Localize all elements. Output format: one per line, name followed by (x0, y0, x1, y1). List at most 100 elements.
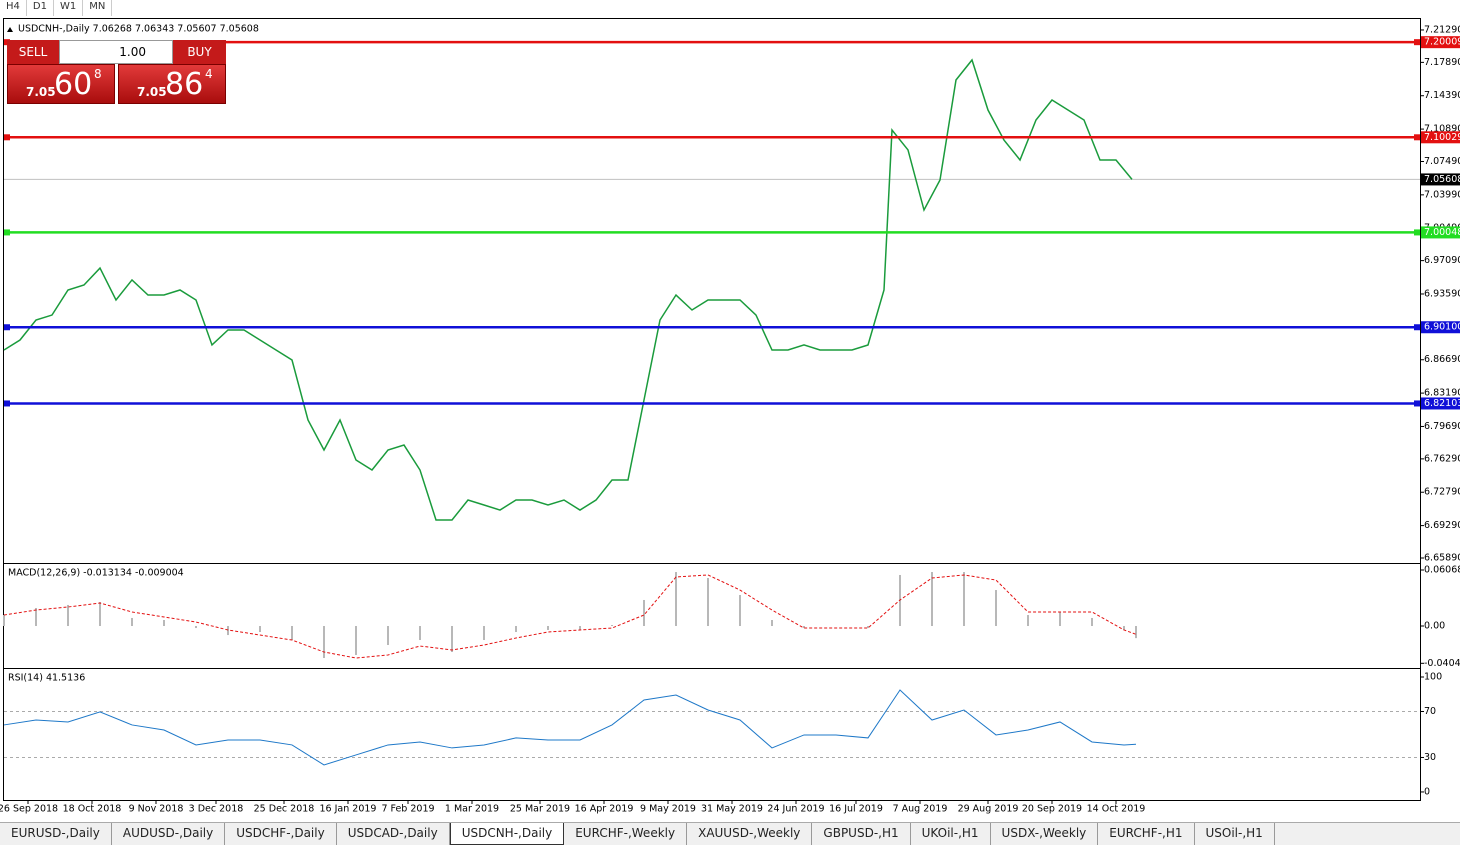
y-tick-label: 6.65890 (1424, 552, 1460, 563)
rsi-line (3, 689, 1137, 766)
buy-button[interactable]: BUY (173, 40, 226, 64)
level-price-box (1421, 321, 1460, 334)
timeframes: H4 D1 W1 MN (0, 0, 113, 16)
symbol-tab[interactable]: EURUSD-,Daily (0, 823, 112, 845)
y-tick-label: 6.97090 (1424, 255, 1460, 266)
x-tick-label: 3 Dec 2018 (189, 804, 244, 815)
timeframe-button[interactable]: MN (83, 0, 113, 16)
y-tick-label: 6.79690 (1424, 421, 1460, 432)
x-tick-label: 25 Mar 2019 (510, 804, 570, 815)
level-handle (1414, 39, 1420, 46)
ask-big: 7.05 (137, 85, 167, 99)
y-tick-label: -0.040434 (1424, 658, 1460, 669)
y-tick-label: 7.14390 (1424, 90, 1460, 101)
y-tick-label: 0.060687 (1424, 565, 1460, 576)
y-tick-label: 7.03990 (1424, 189, 1460, 200)
x-tick-label: 16 Jan 2019 (320, 804, 377, 815)
x-tick-label: 18 Oct 2018 (63, 804, 122, 815)
symbol-tab[interactable]: USDCHF-,Daily (225, 823, 337, 845)
level-handle (4, 229, 10, 236)
x-tick-label: 16 Apr 2019 (575, 804, 634, 815)
level-price-box (1421, 36, 1460, 49)
current-price-box (1421, 173, 1460, 186)
y-tick-label: 70 (1424, 706, 1436, 717)
level-handle (4, 400, 10, 407)
symbol-tab[interactable]: EURCHF-,Weekly (564, 823, 688, 845)
x-tick-label: 9 May 2019 (640, 804, 696, 815)
y-tick-label: 30 (1424, 752, 1436, 763)
lot-input[interactable]: 1.00 (59, 40, 173, 64)
x-tick-label: 31 May 2019 (701, 804, 763, 815)
indicator-label: MACD(12,26,9) -0.013134 -0.009004 (8, 568, 184, 579)
y-tick-label: 7.17890 (1424, 57, 1460, 68)
level-price-label: 7.00048 (1424, 227, 1460, 238)
y-tick-label: 100 (1424, 672, 1442, 683)
level-price-label: 7.10029 (1424, 132, 1460, 143)
price-line (3, 58, 1133, 521)
bid-price[interactable]: 7.05 60 8 (7, 64, 115, 104)
level-price-box (1421, 226, 1460, 239)
y-tick-label: 7.21290 (1424, 24, 1460, 35)
header-arrow (7, 27, 13, 32)
y-tick-label: 6.93590 (1424, 288, 1460, 299)
symbol-tab[interactable]: USDCAD-,Daily (337, 823, 450, 845)
level-price-box (1421, 397, 1460, 410)
level-handle (1414, 324, 1420, 331)
y-tick-label: 6.76290 (1424, 453, 1460, 464)
y-tick-label: 6.72790 (1424, 487, 1460, 498)
ask-point: 4 (205, 67, 213, 81)
sell-button[interactable]: SELL (7, 40, 59, 64)
x-tick-label: 24 Jun 2019 (767, 804, 824, 815)
x-tick-label: 7 Aug 2019 (893, 804, 948, 815)
level-handle (4, 324, 10, 331)
x-tick-label: 16 Jul 2019 (829, 804, 883, 815)
current-price-label: 7.05608 (1424, 174, 1460, 185)
symbol-tab[interactable]: USDCNH-,Daily (449, 823, 565, 845)
x-tick-label: 25 Dec 2018 (254, 804, 315, 815)
symbol-tab[interactable]: UKOil-,H1 (911, 823, 991, 845)
x-tick-label: 20 Sep 2019 (1022, 804, 1082, 815)
x-tick-label: 9 Nov 2018 (129, 804, 184, 815)
x-tick-label: 14 Oct 2019 (1087, 804, 1146, 815)
level-price-label: 6.82103 (1424, 398, 1460, 409)
bid-big: 7.05 (26, 85, 56, 99)
x-tick-label: 29 Aug 2019 (958, 804, 1019, 815)
x-tick-label: 7 Feb 2019 (381, 804, 434, 815)
bid-pips: 60 (54, 67, 93, 102)
signal-line (3, 574, 1137, 659)
y-tick-label: 7.07490 (1424, 156, 1460, 167)
level-handle (1414, 229, 1420, 236)
bid-point: 8 (94, 67, 102, 81)
y-tick-label: 6.86690 (1424, 354, 1460, 365)
chart-header: USDCNH-,Daily 7.06268 7.06343 7.05607 7.… (18, 24, 259, 35)
y-tick-label: 0 (1424, 786, 1430, 797)
symbol-tab[interactable]: GBPUSD-,H1 (812, 823, 911, 845)
timeframe-button[interactable]: W1 (54, 0, 84, 16)
x-tick-label: 1 Mar 2019 (445, 804, 499, 815)
y-tick-label: 0.00 (1424, 621, 1445, 632)
symbol-tab[interactable]: AUDUSD-,Daily (112, 823, 226, 845)
level-price-label: 7.20009 (1424, 37, 1460, 48)
indicator-label: RSI(14) 41.5136 (8, 673, 85, 684)
y-tick-label: 6.69290 (1424, 520, 1460, 531)
level-price-label: 6.90100 (1424, 322, 1460, 333)
chart-frame (3, 18, 1421, 801)
timeframe-button[interactable]: H4 (0, 0, 27, 16)
symbol-tab[interactable]: USOil-,H1 (1195, 823, 1275, 845)
level-handle (1414, 400, 1420, 407)
timeframe-button[interactable]: D1 (27, 0, 54, 16)
level-handle (4, 134, 10, 141)
symbol-tabs: EURUSD-,Daily AUDUSD-,Daily USDCHF-,Daily U… (0, 822, 1460, 845)
y-tick-label: 6.83190 (1424, 388, 1460, 399)
x-tick-label: 26 Sep 2018 (0, 804, 58, 815)
ask-pips: 86 (165, 67, 204, 102)
level-handle (1414, 134, 1420, 141)
y-tick-label: 7.10890 (1424, 124, 1460, 135)
symbol-tab[interactable]: USDX-,Weekly (991, 823, 1099, 845)
ask-price[interactable]: 7.05 86 4 (118, 64, 226, 104)
chart: 7.21290 7.17890 7.14390 7.10890 7.07490 7.039… (0, 18, 1460, 815)
symbol-tab[interactable]: XAUUSD-,Weekly (687, 823, 813, 845)
symbol-tab[interactable]: EURCHF-,H1 (1098, 823, 1195, 845)
level-price-box (1421, 131, 1460, 144)
